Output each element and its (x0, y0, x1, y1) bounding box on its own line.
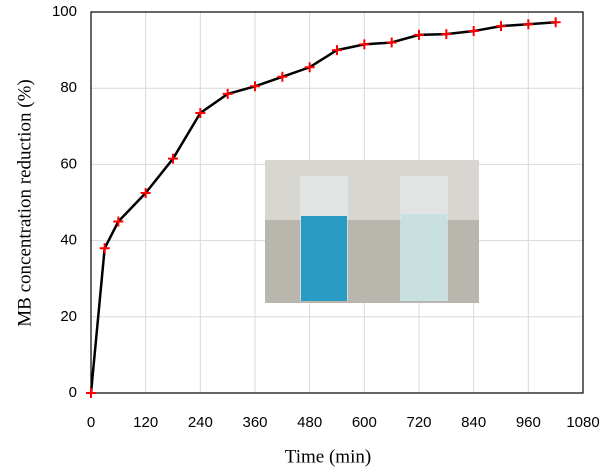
inset-photo (265, 160, 479, 303)
x-tick-label: 120 (133, 414, 158, 431)
data-marker (113, 216, 124, 227)
data-marker (304, 62, 315, 73)
data-marker (496, 21, 506, 32)
data-marker (550, 17, 561, 28)
x-tick-label: 240 (188, 414, 213, 431)
x-tick-label: 960 (516, 414, 541, 431)
x-tick-label: 600 (352, 414, 377, 431)
data-marker (441, 29, 452, 40)
x-tick-label: 360 (242, 414, 267, 431)
blue-solution (301, 216, 347, 301)
data-marker (468, 26, 479, 37)
data-marker (195, 107, 206, 118)
data-marker (332, 45, 342, 56)
y-tick-label: 20 (60, 308, 77, 325)
data-marker (86, 388, 96, 398)
y-tick-label: 60 (60, 155, 77, 172)
data-marker (140, 187, 151, 198)
x-tick-label: 480 (297, 414, 322, 431)
x-axis-label: Time (min) (285, 446, 371, 467)
clear-solution (401, 214, 447, 301)
data-marker (250, 81, 260, 92)
y-tick-label: 0 (69, 384, 77, 401)
data-marker (277, 71, 288, 82)
plot-frame (90, 11, 584, 394)
x-tick-label: 720 (406, 414, 431, 431)
data-marker (523, 19, 534, 30)
data-marker (168, 153, 178, 164)
y-tick-label: 100 (52, 3, 77, 20)
y-axis-label: MB concentration reduction (%) (14, 79, 35, 326)
y-tick-label: 80 (60, 79, 77, 96)
x-tick-label: 1080 (566, 414, 599, 431)
y-tick-label: 40 (60, 232, 77, 249)
data-marker (414, 29, 424, 40)
data-marker (99, 243, 110, 254)
data-marker (386, 37, 397, 48)
x-tick-label: 840 (461, 414, 486, 431)
data-marker (359, 39, 370, 50)
x-tick-label: 0 (87, 414, 95, 431)
data-marker (222, 88, 233, 99)
